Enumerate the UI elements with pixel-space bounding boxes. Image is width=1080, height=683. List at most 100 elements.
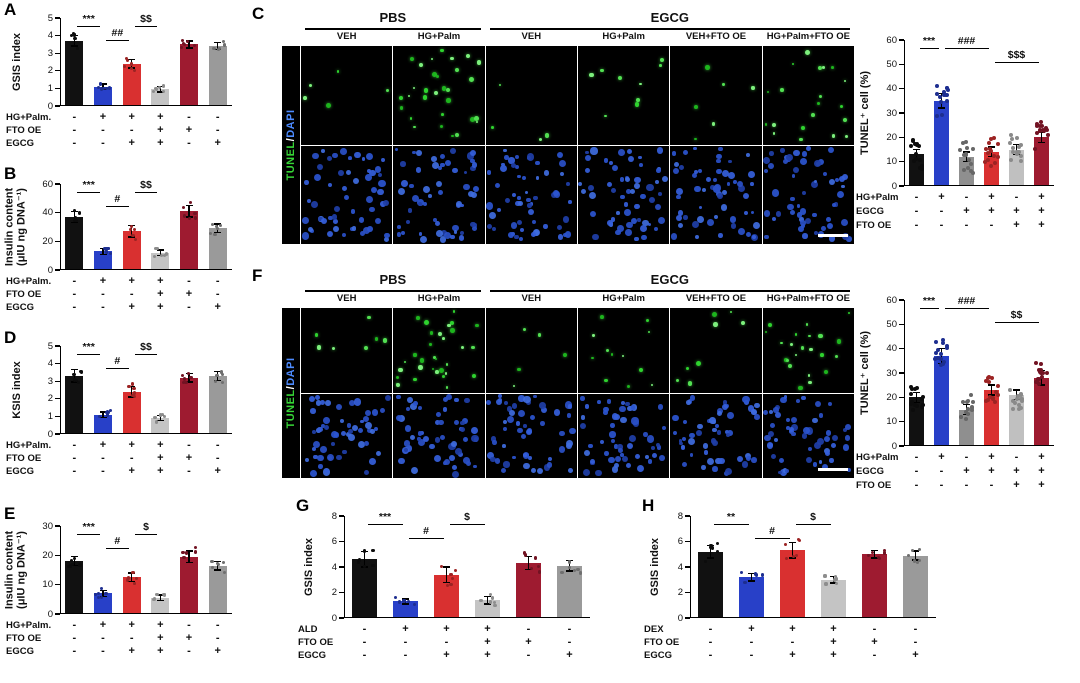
tunel-positive-dot [449, 321, 454, 326]
condition-sign: - [1014, 191, 1019, 203]
tunel-positive-dot [441, 337, 445, 341]
scatter-dot [154, 592, 158, 597]
scatter-dot [105, 413, 109, 417]
dapi-nucleus-dot [486, 451, 494, 459]
tunel-positive-dot [538, 138, 543, 142]
significance-bracket [77, 192, 100, 194]
dapi-nucleus-dot [434, 419, 440, 425]
scatter-dot [915, 404, 920, 409]
scatter-dot [970, 170, 975, 175]
y-tick-label: 4 [331, 561, 337, 573]
scatter-dot [132, 391, 137, 395]
error-cap [185, 561, 193, 564]
micrograph-cell [393, 308, 485, 393]
dapi-nucleus-dot [682, 419, 687, 425]
error-bar [159, 415, 162, 421]
y-tick-label: 50 [886, 58, 897, 70]
error-cap [1038, 384, 1045, 386]
bar [208, 46, 227, 106]
dapi-nucleus-dot [738, 185, 746, 193]
scatter-dot [1019, 406, 1023, 411]
tunel-positive-dot [659, 64, 662, 67]
significance-bracket [134, 354, 158, 356]
tunel-positive-dot [780, 87, 785, 92]
y-tick-label: 6 [677, 536, 683, 547]
scatter-dot [911, 159, 916, 164]
dapi-nucleus-dot [678, 438, 683, 443]
condition-sign: + [99, 275, 107, 287]
scatter-dot [402, 600, 406, 604]
dapi-nucleus-dot [341, 185, 348, 191]
scatter-dot [935, 91, 940, 96]
dapi-nucleus-dot [354, 398, 362, 406]
significance-bracket [134, 534, 158, 536]
dapi-nucleus-dot [711, 419, 716, 424]
error-bar [915, 392, 918, 403]
dapi-nucleus-dot [366, 196, 374, 204]
significance-bracket [994, 322, 1039, 324]
dapi-nucleus-dot [404, 425, 411, 432]
y-tick [339, 540, 344, 543]
scatter-dot [72, 209, 77, 213]
scatter-dot [917, 559, 922, 563]
error-cap [707, 557, 714, 559]
condition-sign: - [913, 623, 918, 635]
dapi-nucleus-dot [751, 235, 756, 240]
dapi-nucleus-dot [432, 162, 440, 170]
dapi-nucleus-dot [720, 204, 727, 211]
scatter-dot [219, 370, 224, 374]
dapi-nucleus-dot [428, 194, 432, 199]
dapi-nucleus-dot [736, 455, 744, 462]
error-bar [363, 551, 366, 567]
significance-label: ### [957, 35, 976, 47]
dapi-nucleus-dot [673, 161, 680, 168]
scatter-dot [754, 573, 758, 578]
micrograph-cell [301, 308, 393, 393]
tunel-positive-dot [413, 353, 417, 357]
tunel-positive-dot [452, 310, 456, 313]
dapi-nucleus-dot [725, 467, 733, 475]
scatter-dot [995, 155, 1000, 160]
tunel-positive-dot [787, 363, 792, 368]
error-cap [988, 156, 995, 158]
dapi-nucleus-dot [452, 470, 459, 478]
tunel-positive-dot [398, 367, 404, 373]
dapi-nucleus-dot [541, 406, 548, 413]
significance-bracket [408, 538, 444, 540]
y-tick-label: 40 [42, 207, 53, 219]
tunel-positive-dot [621, 355, 624, 358]
condition-sign: + [128, 619, 135, 631]
dapi-nucleus-dot [657, 217, 665, 225]
condition-sign: - [403, 649, 408, 661]
bar [958, 409, 975, 446]
error-cap [70, 45, 78, 47]
condition-row-label: EGCG [6, 302, 34, 313]
scatter-dot [912, 559, 916, 563]
tunel-positive-dot [712, 312, 718, 318]
dapi-nucleus-dot [357, 427, 364, 434]
error-cap [99, 589, 107, 592]
dapi-nucleus-dot [508, 231, 514, 238]
condition-sign: - [101, 301, 105, 313]
dapi-nucleus-dot [446, 394, 452, 401]
dapi-nucleus-dot [518, 410, 526, 418]
dapi-nucleus-dot [826, 217, 831, 223]
y-tick-label: 0 [47, 100, 53, 112]
dapi-nucleus-dot [472, 162, 478, 168]
scatter-dot [181, 42, 185, 46]
condition-sign: - [187, 301, 191, 313]
dapi-nucleus-dot [413, 401, 418, 406]
tunel-positive-dot [418, 62, 424, 68]
scatter-dot [942, 359, 947, 364]
tunel-positive-dot [412, 86, 416, 90]
dapi-nucleus-dot [585, 167, 591, 174]
tunel-positive-dot [474, 323, 479, 328]
scatter-dot [576, 567, 580, 571]
plot-area [60, 346, 232, 434]
scatter-dot [988, 146, 993, 151]
bar [1033, 137, 1050, 186]
scatter-dot [939, 112, 944, 117]
tunel-positive-dot [336, 70, 340, 73]
error-cap [99, 83, 107, 85]
condition-sign: - [914, 465, 919, 477]
